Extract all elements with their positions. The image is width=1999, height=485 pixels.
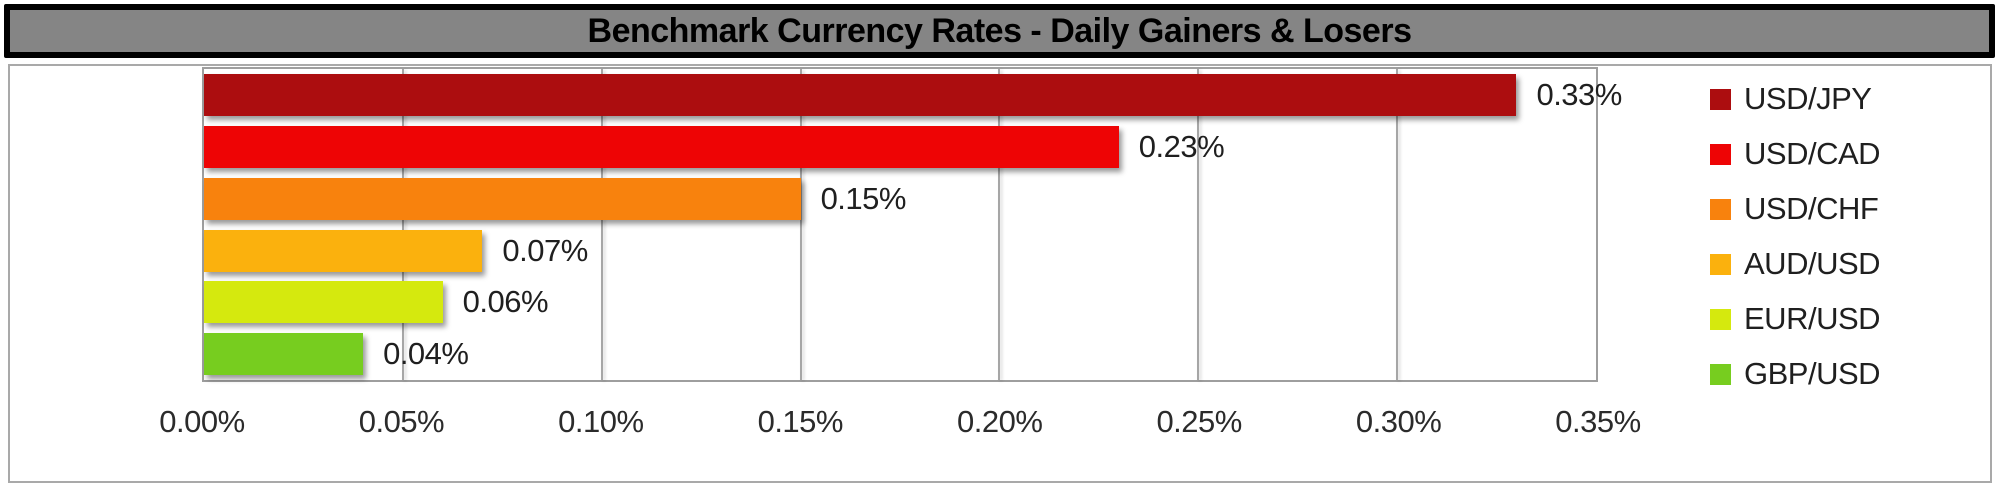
bar-value-label: 0.23%	[1138, 128, 1225, 164]
bar-row: 0.07%	[204, 225, 1596, 277]
bar-value-label: 0.04%	[383, 336, 469, 372]
x-tick-label: 0.05%	[358, 404, 445, 439]
x-tick-label: 0.25%	[1156, 404, 1242, 439]
legend-swatch	[1710, 143, 1731, 165]
legend-swatch	[1710, 363, 1731, 385]
x-tick-label: 0.35%	[1555, 404, 1641, 439]
bar-row: 0.33%	[204, 69, 1622, 121]
bar-value-label: 0.15%	[820, 180, 907, 216]
bar-aud-usd	[204, 229, 483, 272]
bar-value-label: 0.06%	[462, 284, 549, 320]
legend: USD/JPY USD/CAD USD/CHF AUD/USD EUR/USD GBP/U…	[1710, 64, 1980, 404]
legend-item-aud-usd: AUD/USD	[1710, 246, 1881, 281]
bar-usd-chf	[204, 177, 801, 220]
gridline	[998, 69, 1001, 380]
legend-item-eur-usd: EUR/USD	[1710, 301, 1881, 336]
chart-title-bar: Benchmark Currency Rates - Daily Gainers…	[4, 4, 1995, 58]
bar-eur-usd	[204, 281, 443, 324]
x-tick-label: 0.30%	[1355, 404, 1442, 439]
x-tick-label: 0.10%	[558, 404, 644, 439]
bar-usd-cad	[204, 125, 1119, 168]
legend-swatch	[1710, 308, 1731, 330]
x-axis: 0.00% 0.05% 0.10% 0.15% 0.20% 0.25% 0.30% 0.35%	[159, 404, 1641, 444]
legend-label: EUR/USD	[1744, 301, 1881, 336]
x-tick-label: 0.15%	[757, 404, 844, 439]
bar-gbp-usd	[204, 333, 364, 376]
bar-value-label: 0.07%	[502, 232, 588, 268]
gridline	[1396, 69, 1399, 380]
gridline	[1197, 69, 1200, 380]
legend-label: USD/CHF	[1744, 191, 1879, 226]
plot-area: 0.33% 0.23% 0.15% 0.07% 0.06% 0.04%	[202, 67, 1622, 382]
legend-item-gbp-usd: GBP/USD	[1710, 356, 1881, 391]
chart-title: Benchmark Currency Rates - Daily Gainers…	[587, 11, 1412, 50]
legend-item-usd-cad: USD/CAD	[1710, 136, 1881, 171]
gridline	[401, 69, 404, 380]
bar-row: 0.06%	[204, 276, 1596, 328]
bar-row: 0.23%	[204, 121, 1596, 173]
legend-label: USD/CAD	[1744, 136, 1881, 171]
bar-value-label: 0.33%	[1536, 77, 1622, 112]
legend-swatch	[1710, 198, 1731, 220]
x-tick-label: 0.20%	[957, 404, 1043, 439]
legend-swatch	[1710, 88, 1731, 110]
legend-label: USD/JPY	[1744, 81, 1872, 116]
legend-swatch	[1710, 253, 1731, 275]
x-tick-label: 0.00%	[159, 404, 245, 439]
legend-label: AUD/USD	[1744, 246, 1881, 281]
bar-row: 0.04%	[204, 328, 1596, 380]
bar-row: 0.15%	[204, 173, 1596, 225]
gridline	[600, 69, 603, 380]
legend-label: GBP/USD	[1744, 356, 1881, 391]
bar-usd-jpy	[204, 74, 1517, 116]
gridline	[799, 69, 802, 380]
legend-item-usd-chf: USD/CHF	[1710, 191, 1879, 226]
legend-item-usd-jpy: USD/JPY	[1710, 81, 1872, 116]
